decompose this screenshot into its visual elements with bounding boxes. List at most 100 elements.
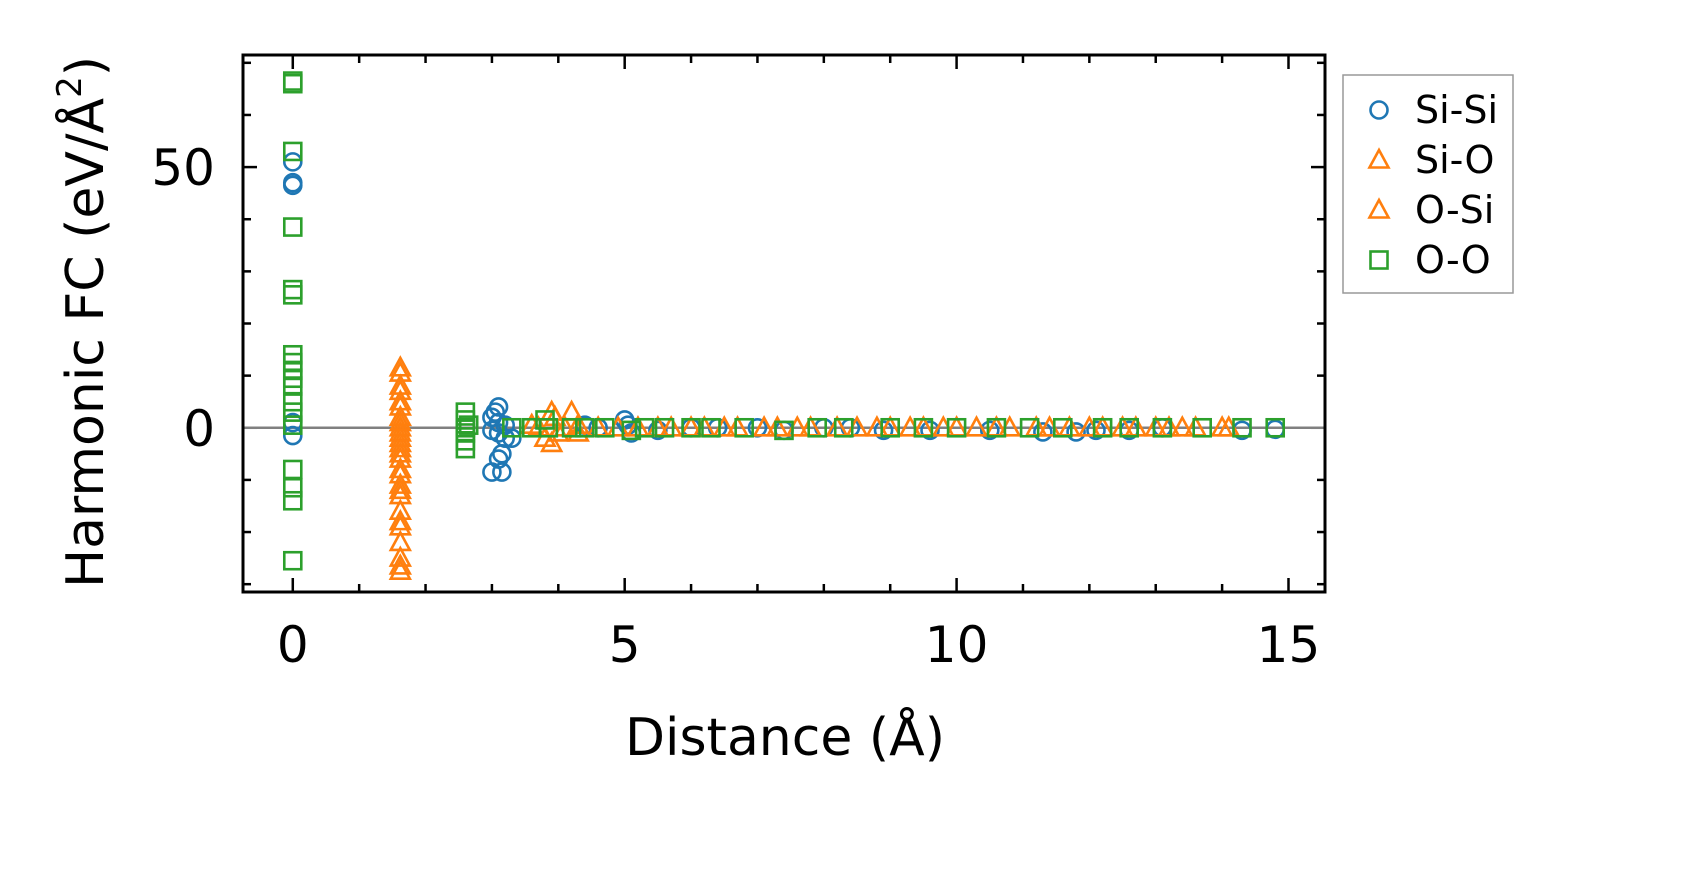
legend: Si-Si Si-O O-Si O-O [1342, 74, 1514, 294]
data-point [282, 490, 303, 511]
series-o-si [388, 355, 1234, 567]
data-point [282, 279, 303, 300]
x-tick-label: 15 [1257, 616, 1321, 674]
legend-item: O-Si [1367, 188, 1494, 232]
data-point [458, 415, 479, 435]
data-point [681, 417, 701, 438]
x-axis-label: Distance (Å) [625, 706, 945, 768]
data-point [920, 420, 940, 441]
y-axis-label-superscript: 2 [50, 76, 90, 98]
legend-label: O-Si [1415, 188, 1494, 232]
data-point [282, 402, 303, 422]
data-point [1119, 417, 1139, 438]
data-point [388, 545, 413, 567]
data-point [388, 441, 413, 463]
data-point [1052, 417, 1073, 438]
data-point [1066, 422, 1086, 442]
data-point [282, 217, 303, 237]
data-point [1019, 417, 1040, 438]
data-point [986, 417, 1007, 438]
data-point [807, 417, 827, 438]
data-point [1192, 417, 1212, 438]
data-point [455, 438, 476, 459]
series-si-o [388, 360, 1241, 580]
data-point [873, 420, 894, 441]
tick-labels: 0 5 10 15 0 50 [151, 139, 1320, 674]
data-point [1152, 417, 1173, 438]
legend-label: O-O [1415, 238, 1491, 282]
data-point [539, 430, 564, 453]
legend-label: Si-Si [1415, 88, 1498, 132]
data-point [388, 355, 413, 377]
data-point [575, 417, 595, 438]
data-point [701, 417, 721, 438]
data-point [1265, 417, 1286, 438]
data-point [833, 417, 854, 438]
data-point [654, 417, 675, 438]
data-point [774, 420, 794, 441]
legend-marker [1367, 147, 1391, 169]
data-point [752, 415, 776, 437]
data-point [538, 417, 559, 438]
legend-item: Si-Si [1369, 88, 1498, 132]
data-point [964, 415, 989, 437]
data-point [282, 425, 303, 446]
x-tick-label: 5 [609, 616, 641, 674]
data-point [282, 376, 303, 396]
legend-marker [1367, 197, 1391, 219]
legend-marker [1369, 250, 1389, 270]
data-point [282, 152, 303, 172]
data-point [1170, 415, 1194, 437]
data-point [388, 508, 413, 531]
data-point [388, 420, 413, 442]
data-point [282, 285, 303, 305]
data-point [282, 73, 303, 94]
data-points [282, 71, 1286, 580]
plot-frame [241, 53, 1327, 594]
data-point [282, 415, 303, 435]
data-point [282, 477, 303, 498]
data-point [1092, 417, 1113, 438]
data-point [648, 420, 668, 441]
data-point [621, 420, 642, 441]
data-point [734, 417, 754, 438]
legend-item: O-O [1369, 238, 1491, 282]
series-o-o [282, 71, 1286, 571]
data-point [594, 417, 615, 438]
x-tick-label: 0 [277, 616, 309, 674]
data-point [566, 412, 590, 434]
data-point [388, 373, 413, 395]
data-point [1033, 422, 1053, 442]
data-point [1210, 415, 1234, 437]
data-point [388, 558, 413, 580]
y-axis-label: Harmonic FC (eV/Å2) [50, 56, 116, 588]
data-point [634, 417, 655, 438]
data-point [1232, 417, 1252, 438]
data-point [946, 417, 967, 438]
y-tick-label: 0 [183, 400, 215, 458]
y-axis-label-main: Harmonic FC (eV/Å [54, 97, 116, 588]
legend-item: Si-O [1367, 138, 1494, 182]
y-tick-label: 50 [151, 139, 215, 197]
data-point [502, 417, 522, 438]
data-point [388, 435, 413, 458]
data-point [282, 391, 303, 412]
legend-label: Si-O [1415, 138, 1494, 182]
data-point [282, 550, 303, 571]
data-point [388, 409, 413, 432]
data-point [282, 175, 303, 196]
y-axis-label-suffix: ) [56, 56, 116, 76]
data-point [282, 141, 303, 162]
legend-marker [1369, 100, 1389, 120]
x-tick-label: 10 [925, 616, 989, 674]
data-point [561, 417, 582, 438]
data-point [492, 444, 512, 464]
data-point [482, 420, 502, 441]
data-point [979, 420, 1000, 441]
data-point [880, 417, 901, 438]
data-point [388, 472, 413, 494]
data-point [1086, 420, 1106, 441]
data-point [765, 415, 790, 437]
data-point [913, 417, 934, 438]
